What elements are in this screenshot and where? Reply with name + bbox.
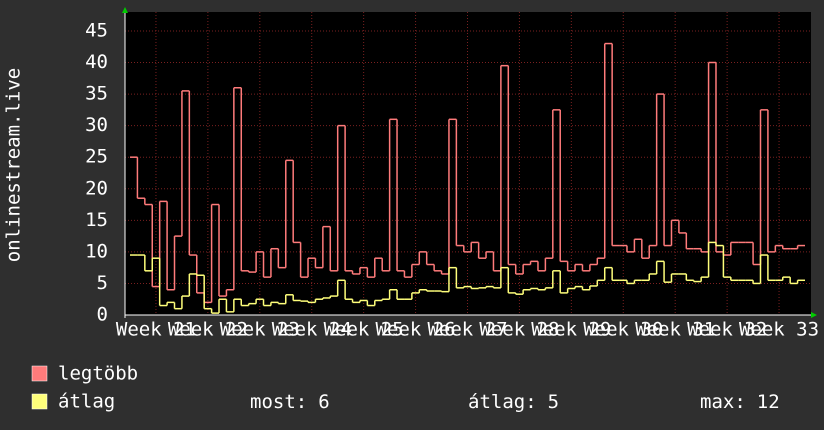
y-tick-label: 40: [85, 51, 108, 73]
y-tick-label: 30: [85, 114, 108, 136]
x-tick-label: Week 33: [739, 319, 819, 341]
grid: [125, 12, 811, 316]
stat: max: 12: [700, 391, 780, 413]
x-tick-label: Week 31: [635, 319, 715, 341]
y-tick-label: 25: [85, 146, 108, 168]
stat-value: 6: [318, 391, 329, 413]
x-tick-label: Week 24: [272, 319, 352, 341]
stat-value: 12: [757, 391, 780, 413]
x-tick-label: Week 30: [583, 319, 663, 341]
y-axis-title: onlinestream.live: [3, 68, 25, 262]
x-tick-label: Week 22: [168, 319, 248, 341]
y-tick-label: 20: [85, 177, 108, 199]
stat-value: 5: [548, 391, 559, 413]
y-arrow: [122, 7, 128, 13]
x-tick-label: Week 26: [376, 319, 456, 341]
y-tick-label: 15: [85, 209, 108, 231]
x-tick-label: Week 25: [324, 319, 404, 341]
x-tick-label: Week 32: [687, 319, 767, 341]
legend-swatch: [31, 365, 48, 382]
x-tick-label: Week 27: [427, 319, 507, 341]
stat-label: max:: [700, 391, 746, 413]
stat: átlag: 5: [468, 391, 559, 413]
stat: most: 6: [250, 391, 330, 413]
x-arrow: [811, 312, 817, 318]
x-tick-label: Week 21: [116, 319, 196, 341]
legend-label: legtöbb: [58, 363, 138, 385]
y-tick-label: 45: [85, 19, 108, 41]
stat-label: most:: [250, 391, 307, 413]
x-tick-label: Week 29: [531, 319, 611, 341]
legend-label: átlag: [58, 391, 115, 413]
y-tick-label: 0: [97, 304, 108, 326]
y-tick-label: 10: [85, 240, 108, 262]
x-tick-label: Week 23: [220, 319, 300, 341]
y-tick-label: 5: [97, 272, 108, 294]
y-tick-label: 35: [85, 83, 108, 105]
stat-label: átlag:: [468, 391, 537, 413]
x-tick-label: Week 28: [479, 319, 559, 341]
legend-swatch: [31, 393, 48, 410]
marks: [130, 42, 805, 314]
